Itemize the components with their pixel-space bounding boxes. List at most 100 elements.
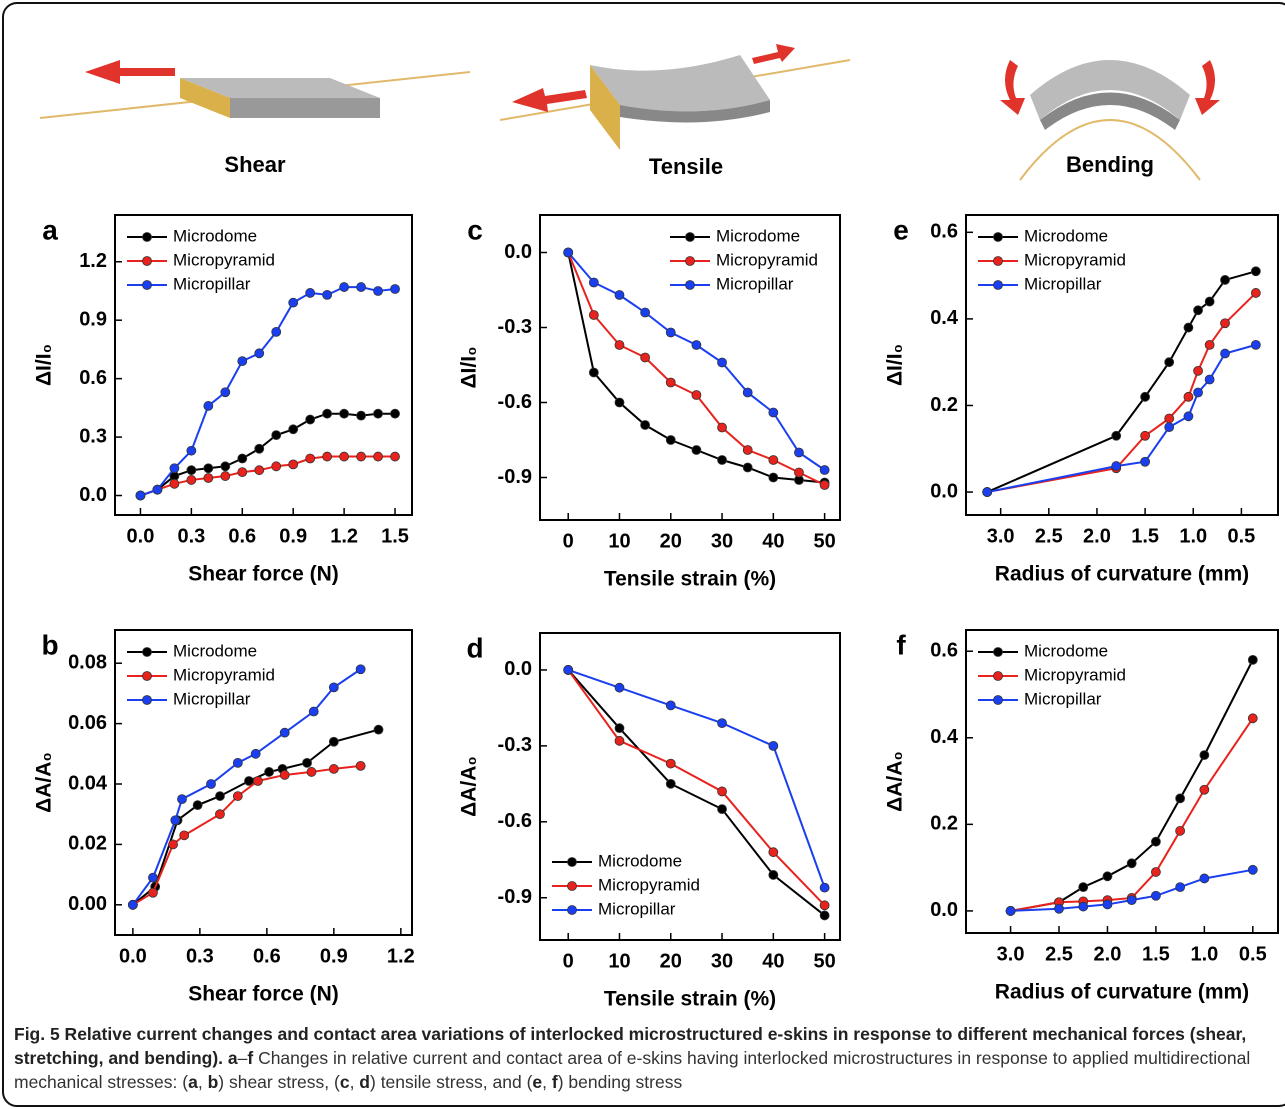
data-point (768, 870, 779, 880)
caption-segment: a (227, 1048, 238, 1068)
data-point (305, 288, 316, 298)
y-tick-label: 0.02 (68, 833, 107, 855)
x-tick-label: 0.3 (177, 525, 205, 547)
data-point (170, 815, 181, 826)
data-point (691, 390, 702, 400)
data-point (1199, 873, 1210, 884)
plot-frame (965, 629, 1279, 934)
legend-marker (142, 695, 152, 705)
y-axis-label: ΔI/I₀ (458, 346, 481, 388)
panel-letter: e (893, 214, 909, 245)
data-point (390, 408, 400, 419)
data-point (819, 900, 830, 911)
data-point (614, 340, 625, 350)
data-point (169, 463, 180, 474)
x-tick-label: 0 (563, 950, 574, 972)
legend-label: Microdome (598, 851, 682, 870)
x-tick-label: 0.9 (279, 525, 307, 547)
data-point (206, 779, 216, 789)
data-point (1140, 430, 1151, 441)
x-tick-label: 2.0 (1083, 525, 1111, 547)
data-point (1193, 387, 1203, 398)
y-tick-label: 0.6 (930, 639, 958, 661)
data-point (288, 459, 299, 470)
y-tick-label: 0.08 (68, 651, 107, 673)
data-point (322, 451, 333, 462)
data-point (1247, 654, 1258, 665)
data-point (373, 286, 383, 296)
data-point (1193, 305, 1203, 316)
data-point (819, 465, 830, 475)
legend-label: Micropillar (1024, 689, 1102, 708)
y-tick-label: 0.0 (79, 484, 107, 506)
caption-segment: Changes in relative current and contact … (14, 1048, 1251, 1092)
data-point (563, 665, 574, 675)
data-point (1005, 906, 1016, 916)
caption: Fig. 5 Relative current changes and cont… (14, 1022, 1276, 1094)
data-point (390, 284, 400, 294)
x-tick-label: 20 (660, 530, 682, 552)
x-tick-label: 0.6 (228, 525, 256, 547)
data-point (186, 475, 197, 485)
data-point (742, 445, 753, 455)
data-point (640, 420, 651, 430)
data-point (768, 407, 779, 418)
panel: 0 10 20 30 40 50 0.0 -0.3 -0.6 -0.9 Tensile strain… (458, 632, 841, 1011)
data-point (271, 461, 282, 472)
data-point (356, 451, 366, 462)
data-point (665, 377, 676, 388)
x-tick-label: 3.0 (997, 943, 1025, 965)
illustration-label: Bending (1066, 152, 1154, 177)
tensile-illustration (499, 44, 851, 150)
data-point (665, 435, 676, 445)
data-point (237, 356, 248, 367)
panel-letter: a (42, 214, 58, 245)
data-point (148, 887, 158, 898)
data-point (1164, 413, 1175, 424)
data-point (768, 847, 779, 858)
panel: 0.0 0.3 0.6 0.9 1.2 0.00 0.02 0.04 0.06 0.08 Shear… (33, 629, 415, 1006)
plot-frame (965, 214, 1279, 516)
legend-marker (993, 647, 1003, 657)
data-point (1054, 903, 1064, 914)
data-point (1250, 266, 1261, 277)
legend-marker (685, 280, 695, 290)
data-point (220, 461, 231, 472)
panel: 0.0 0.3 0.6 0.9 1.2 1.5 0.0 0.3 0.6 0.9 1.2 Shear f… (33, 214, 413, 586)
data-point (1151, 867, 1161, 877)
data-point (1111, 461, 1122, 471)
data-point (186, 465, 197, 476)
panel: 3.0 2.5 2.0 1.5 1.0 0.5 0.0 0.2 0.4 0.6 Radius of … (884, 629, 1279, 1004)
data-point (717, 718, 727, 729)
legend-label: Micropillar (716, 274, 794, 293)
data-point (203, 463, 214, 474)
data-point (152, 484, 163, 495)
data-point (1183, 322, 1194, 333)
data-point (148, 872, 158, 883)
data-point (717, 422, 727, 433)
data-point (135, 490, 146, 501)
data-point (356, 410, 366, 421)
x-tick-label: 10 (608, 530, 630, 552)
data-point (1111, 430, 1122, 441)
data-point (1140, 456, 1151, 467)
legend-label: Micropyramid (1024, 250, 1126, 269)
data-point (279, 727, 290, 738)
y-tick-label: 0.4 (930, 726, 959, 748)
y-tick-label: 0.3 (79, 425, 107, 447)
caption-segment: , (197, 1072, 208, 1092)
series-line (987, 292, 1257, 494)
x-tick-label: 0.9 (320, 945, 348, 967)
y-axis-label: ΔA/A₀ (458, 756, 481, 817)
data-point (254, 465, 265, 476)
data-point (339, 282, 350, 292)
data-point (215, 791, 225, 801)
data-point (220, 387, 231, 398)
x-tick-label: 50 (813, 530, 835, 552)
series-line (140, 286, 396, 497)
x-tick-label: 0.6 (253, 945, 281, 967)
y-tick-label: -0.3 (498, 316, 532, 338)
legend-marker (993, 695, 1003, 705)
panel: 3.0 2.5 2.0 1.5 1.0 0.5 0.0 0.2 0.4 0.6 Radius of … (884, 214, 1279, 586)
data-point (717, 804, 727, 815)
